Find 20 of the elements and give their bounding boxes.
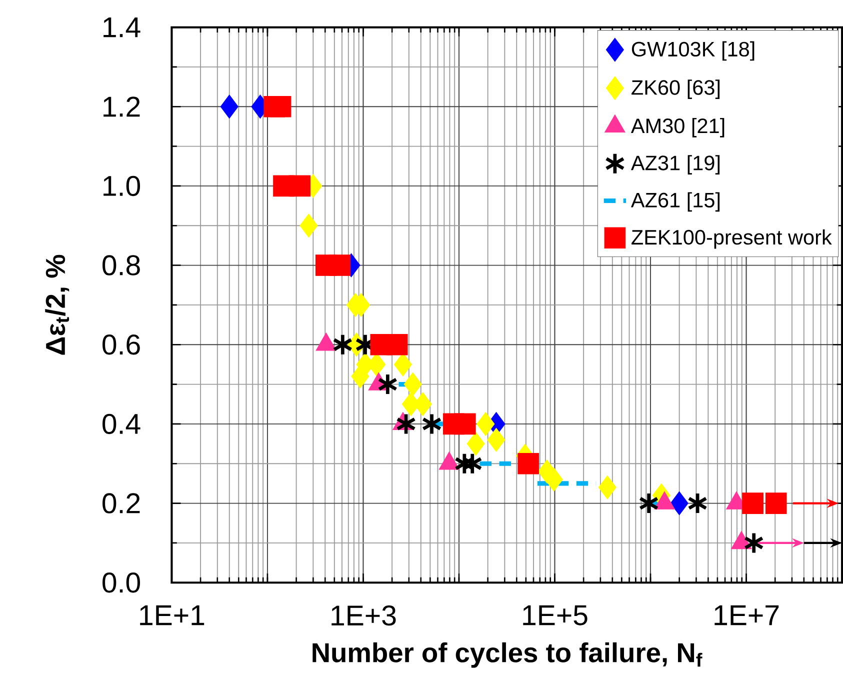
y-tick-label: 0.0 (102, 572, 140, 593)
y-tick-label: 0.8 (102, 255, 140, 276)
y-tick-label: 1.4 (104, 18, 140, 38)
y-tick-label: 1.2 (104, 96, 140, 117)
y-tick-label: 0.6 (102, 334, 140, 355)
x-tick-label: 1E+1 (140, 606, 204, 626)
legend-label: AZ61 [15] (630, 192, 720, 212)
x-tick-label: 1E+5 (523, 606, 588, 626)
legend-label: AM30 [21] (630, 118, 724, 138)
y-tick-label: 0.4 (102, 414, 140, 434)
y-tick-label: 1.0 (104, 176, 140, 196)
x-tick-label: 1E+3 (332, 606, 396, 626)
y-axis-title: Δε$_{t}$/2, % (45, 254, 70, 355)
legend-label: AZ31 [19] (630, 155, 720, 175)
legend-label: ZEK100-present work (632, 230, 832, 249)
x-tick-label: 1E+7 (714, 606, 779, 626)
legend-label: GW103K [18] (632, 41, 754, 61)
legend-label: ZK60 [63] (632, 80, 720, 100)
y-tick-label: 0.2 (102, 493, 140, 514)
x-axis-title: Number of cycles to failure, N$_{f}$ (312, 642, 702, 668)
